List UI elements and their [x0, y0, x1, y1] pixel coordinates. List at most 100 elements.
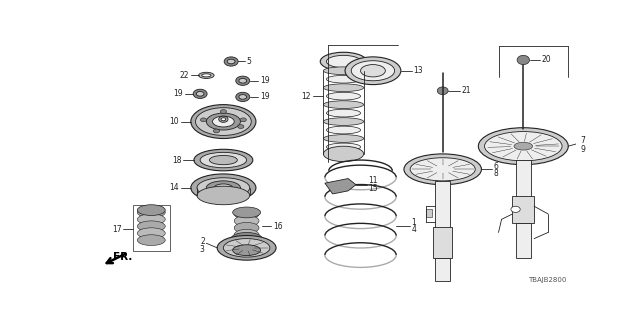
Ellipse shape	[323, 67, 364, 75]
Text: 18: 18	[172, 156, 182, 164]
Text: 11: 11	[368, 176, 378, 185]
Text: 8: 8	[494, 169, 499, 179]
Ellipse shape	[197, 178, 250, 198]
Ellipse shape	[234, 209, 259, 219]
Text: 16: 16	[273, 222, 283, 231]
Ellipse shape	[191, 105, 256, 139]
Ellipse shape	[323, 146, 364, 162]
Text: 5: 5	[246, 57, 252, 66]
Ellipse shape	[239, 78, 246, 83]
Ellipse shape	[345, 57, 401, 84]
Ellipse shape	[221, 118, 226, 121]
Ellipse shape	[200, 152, 246, 168]
Ellipse shape	[198, 72, 214, 78]
Ellipse shape	[326, 75, 360, 83]
Polygon shape	[325, 179, 356, 194]
Ellipse shape	[240, 118, 246, 122]
Ellipse shape	[323, 101, 364, 108]
Ellipse shape	[233, 207, 260, 218]
Ellipse shape	[231, 232, 262, 245]
Text: 3: 3	[200, 245, 205, 254]
Text: 15: 15	[368, 184, 378, 193]
Text: TBAJB2800: TBAJB2800	[529, 277, 566, 283]
Ellipse shape	[323, 135, 364, 142]
Ellipse shape	[213, 129, 220, 133]
Ellipse shape	[197, 186, 250, 205]
Ellipse shape	[194, 149, 253, 171]
Ellipse shape	[196, 92, 204, 96]
Ellipse shape	[234, 229, 259, 240]
Ellipse shape	[517, 55, 529, 65]
Text: 9: 9	[580, 145, 586, 154]
Text: 13: 13	[413, 66, 423, 75]
Ellipse shape	[214, 184, 233, 192]
Text: 14: 14	[170, 183, 179, 192]
Ellipse shape	[219, 116, 228, 122]
Ellipse shape	[323, 84, 364, 92]
Ellipse shape	[212, 116, 234, 127]
Ellipse shape	[326, 126, 360, 134]
Text: FR.: FR.	[113, 252, 132, 262]
Bar	[433, 227, 452, 258]
Text: 19: 19	[260, 76, 269, 85]
Ellipse shape	[323, 118, 364, 125]
Text: 12: 12	[301, 92, 311, 101]
Ellipse shape	[514, 142, 532, 150]
Ellipse shape	[220, 110, 227, 114]
Bar	[132, 205, 170, 251]
Text: 2: 2	[200, 237, 205, 246]
Bar	[516, 160, 531, 206]
Ellipse shape	[410, 158, 476, 181]
Ellipse shape	[206, 181, 241, 195]
Ellipse shape	[138, 228, 165, 239]
Ellipse shape	[227, 59, 235, 64]
Ellipse shape	[138, 235, 165, 245]
Ellipse shape	[236, 92, 250, 101]
Text: 1: 1	[412, 218, 417, 227]
Text: 17: 17	[112, 225, 122, 234]
Ellipse shape	[511, 206, 520, 212]
Text: 19: 19	[260, 92, 269, 101]
Ellipse shape	[239, 95, 246, 99]
Ellipse shape	[140, 207, 162, 215]
Ellipse shape	[320, 52, 367, 71]
Ellipse shape	[138, 207, 165, 218]
Ellipse shape	[206, 113, 241, 130]
Ellipse shape	[195, 108, 252, 135]
Ellipse shape	[326, 109, 360, 117]
Bar	[426, 209, 432, 217]
Ellipse shape	[209, 156, 237, 165]
Ellipse shape	[234, 222, 259, 233]
Text: 22: 22	[180, 71, 189, 80]
Ellipse shape	[360, 65, 385, 77]
Ellipse shape	[478, 128, 568, 165]
Ellipse shape	[351, 61, 395, 81]
Ellipse shape	[217, 236, 276, 260]
Ellipse shape	[437, 87, 448, 95]
Ellipse shape	[233, 245, 260, 256]
Ellipse shape	[404, 154, 481, 185]
Ellipse shape	[326, 143, 360, 151]
Ellipse shape	[234, 215, 259, 226]
Text: 20: 20	[542, 55, 552, 64]
Ellipse shape	[138, 214, 165, 225]
Ellipse shape	[138, 221, 165, 232]
Ellipse shape	[193, 89, 207, 99]
Ellipse shape	[326, 92, 360, 100]
Text: 7: 7	[580, 136, 586, 145]
Ellipse shape	[484, 132, 562, 161]
Text: 19: 19	[173, 89, 183, 98]
Ellipse shape	[224, 57, 238, 66]
Bar	[516, 223, 531, 258]
Text: 10: 10	[170, 117, 179, 126]
Ellipse shape	[223, 239, 270, 257]
Bar	[435, 181, 451, 243]
Ellipse shape	[236, 76, 250, 85]
Ellipse shape	[200, 118, 207, 122]
Bar	[513, 196, 534, 223]
Text: 4: 4	[412, 225, 417, 234]
Text: 6: 6	[494, 162, 499, 171]
Ellipse shape	[138, 205, 165, 215]
Text: 21: 21	[461, 86, 471, 95]
Ellipse shape	[191, 174, 256, 202]
